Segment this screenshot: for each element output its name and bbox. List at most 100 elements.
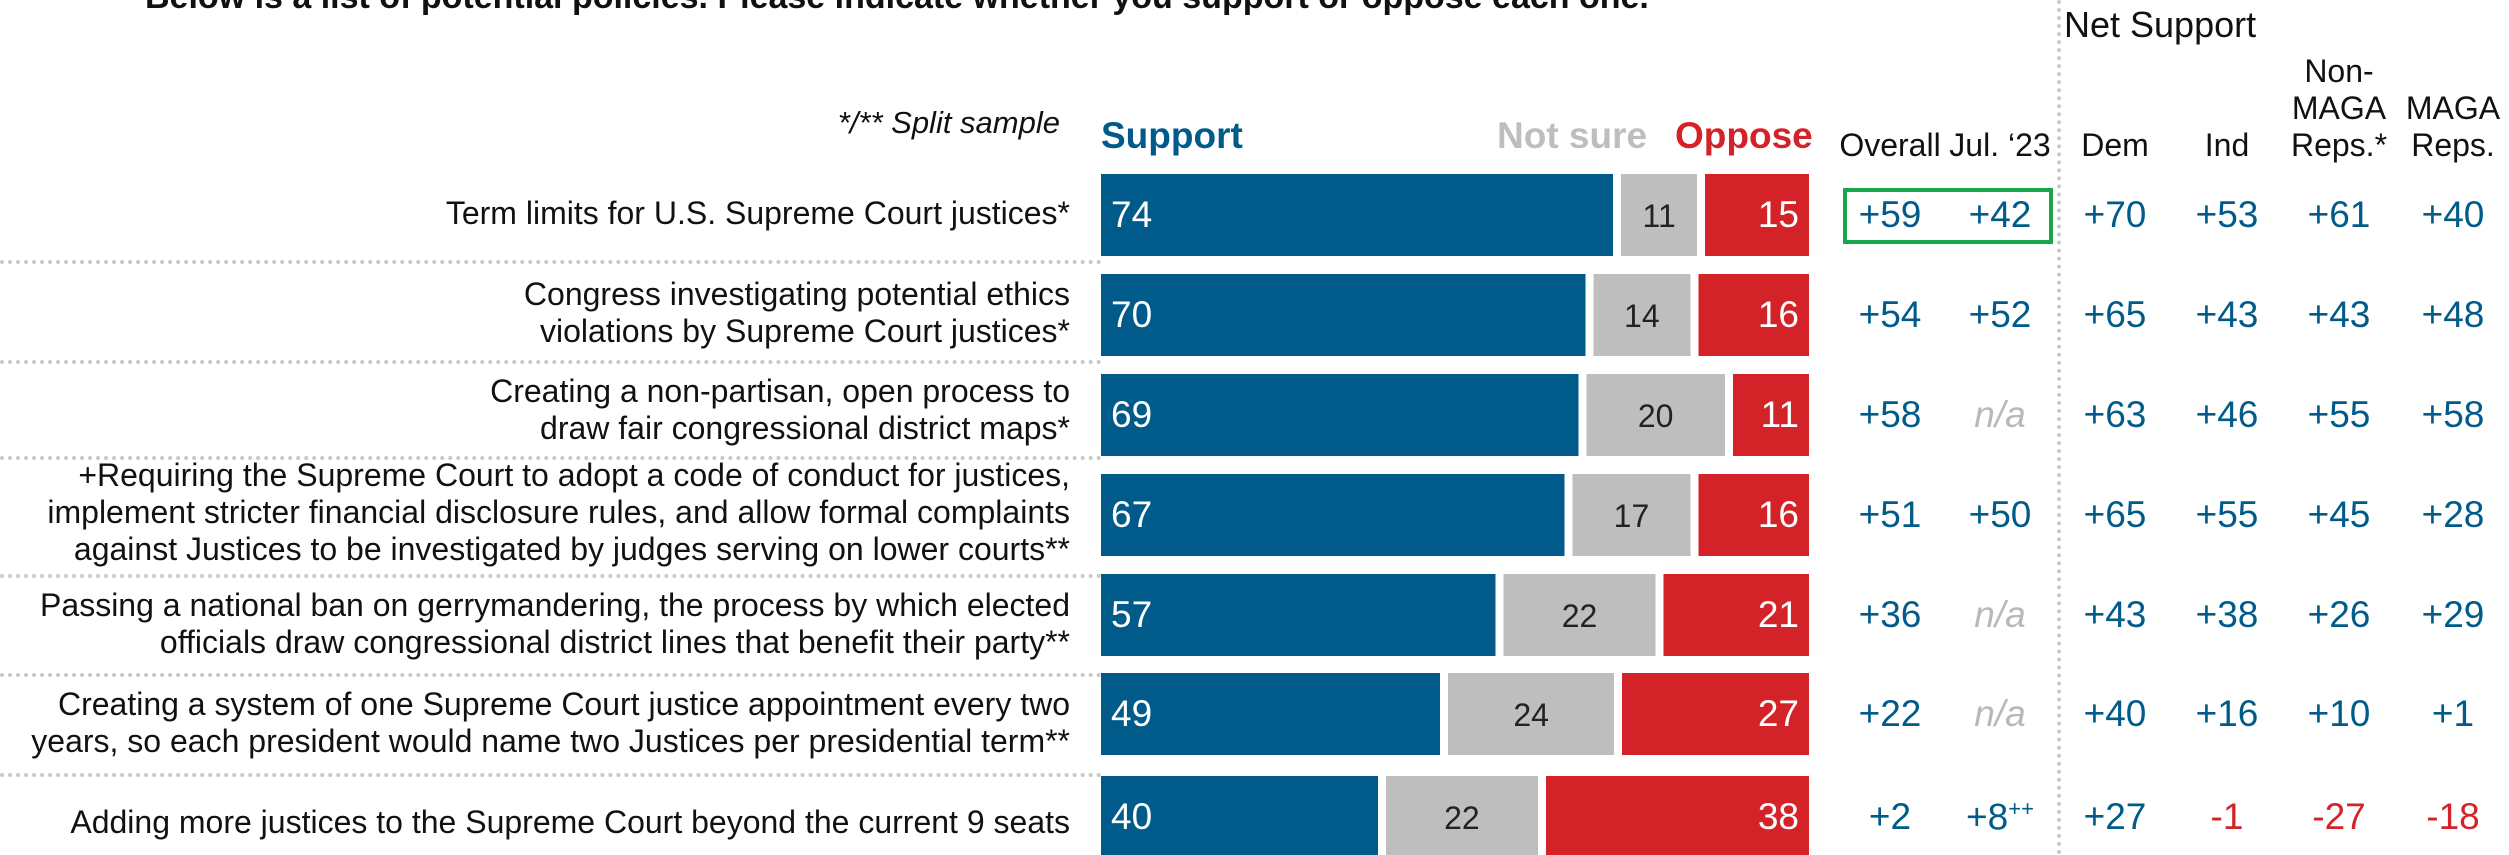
net-nonmaga-value: +45 xyxy=(2307,494,2371,535)
bar-label-support: 69 xyxy=(1111,394,1152,435)
bar-label-oppose: 38 xyxy=(1758,796,1799,837)
row-label-adding-justices: Adding more justices to the Supreme Cour… xyxy=(0,804,1070,841)
net-maga-value: +58 xyxy=(2421,394,2485,435)
net-overall-value: +51 xyxy=(1858,494,1922,535)
bar-label-oppose: 11 xyxy=(1761,394,1799,435)
bar-oppose xyxy=(1705,174,1809,256)
footnote-marker: ++ xyxy=(2008,796,2034,821)
net-nonmaga-value: +55 xyxy=(2307,394,2371,435)
net-nonmaga-value: +43 xyxy=(2307,294,2371,335)
net-jul23-value: +50 xyxy=(1968,494,2032,535)
row-label-code-of-conduct: +Requiring the Supreme Court to adopt a … xyxy=(0,457,1070,568)
row-separator xyxy=(0,773,1102,777)
bar-support xyxy=(1101,474,1565,556)
bar-label-support: 70 xyxy=(1111,294,1152,335)
bar-label-support: 57 xyxy=(1111,594,1152,635)
net-overall-value: +2 xyxy=(1868,796,1912,837)
net-jul23-value: n/a xyxy=(1974,394,2026,435)
bar-label-oppose: 16 xyxy=(1758,294,1799,335)
col-header-maga-line1: MAGA xyxy=(2405,90,2501,126)
bar-not-sure xyxy=(1621,174,1698,256)
bar-label-not-sure: 22 xyxy=(1562,598,1598,634)
bar-label-support: 74 xyxy=(1111,194,1152,235)
net-jul23-value: n/a xyxy=(1974,693,2026,734)
net-overall-value: +22 xyxy=(1858,693,1922,734)
row-label-gerrymandering-ban: Passing a national ban on gerrymandering… xyxy=(0,587,1070,661)
col-header-jul23: Jul. ‘23 xyxy=(1949,127,2051,163)
net-overall-value: +36 xyxy=(1858,594,1922,635)
bar-label-support: 67 xyxy=(1111,494,1152,535)
row-label-line: violations by Supreme Court justices* xyxy=(539,313,1070,349)
highlight-box xyxy=(1843,188,2053,244)
bar-not-sure xyxy=(1448,673,1615,755)
net-maga-value: +48 xyxy=(2421,294,2485,335)
bar-label-oppose: 16 xyxy=(1758,494,1799,535)
row-separator xyxy=(0,456,1102,460)
net-jul23-value: +42 xyxy=(1968,194,2032,235)
row-label-line: Adding more justices to the Supreme Cour… xyxy=(70,804,1070,840)
net-nonmaga-value: +26 xyxy=(2307,594,2371,635)
bar-label-support: 49 xyxy=(1111,693,1152,734)
legend-support: Support xyxy=(1101,115,1243,156)
bar-oppose xyxy=(1732,374,1809,456)
col-header-maga-line2: Reps. xyxy=(2411,127,2495,163)
row-label-line: officials draw congressional district li… xyxy=(159,624,1070,660)
bar-support xyxy=(1101,274,1586,356)
bar-label-support: 40 xyxy=(1111,796,1152,837)
net-dem-value: +27 xyxy=(2083,796,2147,837)
net-maga-value: +40 xyxy=(2421,194,2485,235)
row-label-term-limits: Term limits for U.S. Supreme Court justi… xyxy=(0,195,1070,232)
net-maga-value: +28 xyxy=(2421,494,2485,535)
bar-not-sure xyxy=(1593,274,1691,356)
bar-label-not-sure: 17 xyxy=(1614,498,1650,534)
net-ind-value: -1 xyxy=(2210,796,2244,837)
bar-oppose xyxy=(1663,574,1809,656)
net-dem-value: +63 xyxy=(2083,394,2147,435)
col-header-nonmaga: Non- MAGA Reps.* xyxy=(2284,53,2394,164)
net-overall-value: +58 xyxy=(1858,394,1922,435)
net-jul23-value: n/a xyxy=(1974,594,2026,635)
net-value-text: +8 xyxy=(1966,796,2009,838)
bar-support xyxy=(1101,174,1614,256)
legend-oppose: Oppose xyxy=(1675,115,1813,156)
net-dem-value: +70 xyxy=(2083,194,2147,235)
legend-not-sure: Not sure xyxy=(1497,115,1648,156)
bar-oppose xyxy=(1698,474,1809,556)
bar-label-not-sure: 14 xyxy=(1624,298,1660,334)
net-ind-value: +38 xyxy=(2195,594,2259,635)
col-header-overall: Overall xyxy=(1839,127,1941,163)
bar-label-not-sure: 11 xyxy=(1643,198,1676,234)
net-maga-value: -18 xyxy=(2426,796,2480,837)
net-maga-value: +29 xyxy=(2421,594,2485,635)
net-support-title: Net Support xyxy=(2064,4,2257,45)
row-label-justice-appointments: Creating a system of one Supreme Court j… xyxy=(0,686,1070,760)
row-separator xyxy=(0,260,1102,264)
bar-label-oppose: 27 xyxy=(1758,693,1799,734)
net-ind-value: +46 xyxy=(2195,394,2259,435)
row-label-line: Creating a system of one Supreme Court j… xyxy=(57,686,1070,722)
net-nonmaga-value: -27 xyxy=(2312,796,2366,837)
bar-label-oppose: 15 xyxy=(1758,194,1799,235)
row-label-line: Congress investigating potential ethics xyxy=(523,276,1070,312)
bar-label-oppose: 21 xyxy=(1758,594,1799,635)
bar-oppose xyxy=(1546,776,1809,855)
col-header-nonmaga-line1: Non- xyxy=(2304,53,2374,89)
row-label-line: against Justices to be investigated by j… xyxy=(73,531,1070,567)
bar-support xyxy=(1101,673,1441,755)
col-header-maga: MAGA Reps. xyxy=(2398,90,2508,164)
row-label-ethics-investigation: Congress investigating potential ethics … xyxy=(0,276,1070,350)
bar-label-not-sure: 22 xyxy=(1444,800,1480,836)
bar-oppose xyxy=(1698,274,1809,356)
net-ind-value: +16 xyxy=(2195,693,2259,734)
bar-not-sure xyxy=(1385,776,1539,855)
bar-support xyxy=(1101,574,1496,656)
net-nonmaga-value: +61 xyxy=(2307,194,2371,235)
net-ind-value: +55 xyxy=(2195,494,2259,535)
row-label-line: Term limits for U.S. Supreme Court justi… xyxy=(445,195,1070,231)
row-separator xyxy=(0,673,1102,677)
col-header-nonmaga-line2: MAGA xyxy=(2291,90,2387,126)
question-text: Below is a list of potential policies. P… xyxy=(145,0,1649,17)
row-label-line: +Requiring the Supreme Court to adopt a … xyxy=(78,457,1070,493)
bar-oppose xyxy=(1622,673,1809,755)
net-ind-value: +53 xyxy=(2195,194,2259,235)
